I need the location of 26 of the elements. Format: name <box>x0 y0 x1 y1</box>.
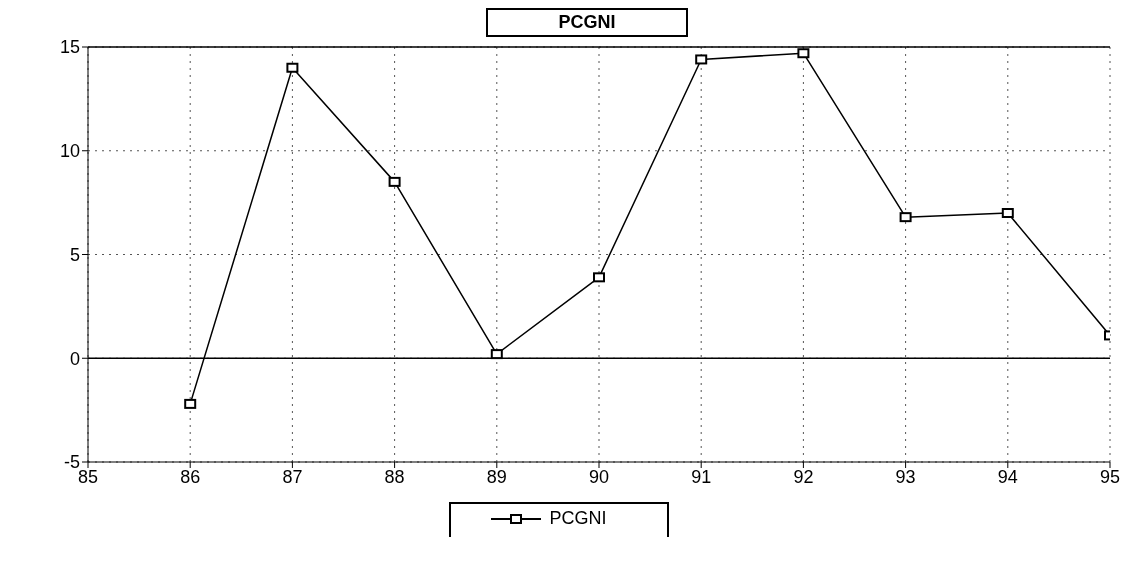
x-tick-label: 87 <box>282 466 303 487</box>
point <box>593 272 605 283</box>
y-tick-label: 15 <box>59 37 80 58</box>
point <box>286 62 299 73</box>
x-tick-label: 88 <box>384 466 405 487</box>
x-tick-label: 92 <box>793 466 814 487</box>
y-tick-label: -5 <box>63 452 80 473</box>
point <box>899 212 912 223</box>
point <box>490 349 503 360</box>
y-tick-label: 0 <box>69 348 80 369</box>
y-tick-label: 10 <box>59 141 80 162</box>
point <box>797 48 810 59</box>
y-tick-label: 5 <box>69 244 80 265</box>
x-tick-label: 94 <box>997 466 1018 487</box>
point <box>695 54 708 65</box>
x-tick-label: 89 <box>486 466 507 487</box>
x-tick-label: 90 <box>588 466 610 487</box>
point <box>388 176 401 187</box>
point <box>184 398 197 409</box>
x-tick-label: 86 <box>180 466 201 487</box>
point <box>1001 208 1014 218</box>
x-tick-label: 91 <box>691 466 712 487</box>
x-tick-label: 93 <box>895 466 916 487</box>
chart-title: PCGNI <box>486 8 688 37</box>
x-tick-label: 95 <box>1099 466 1121 487</box>
legend-label: PCGNI <box>549 508 607 529</box>
